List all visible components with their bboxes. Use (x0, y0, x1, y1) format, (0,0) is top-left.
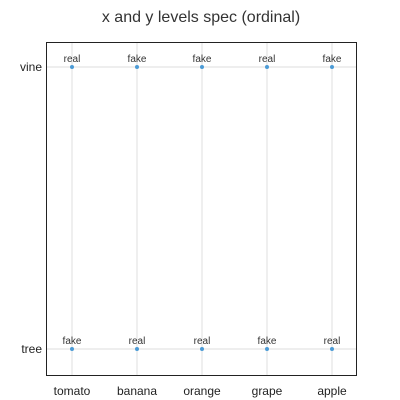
data-point (200, 65, 204, 69)
x-tick-label: banana (117, 384, 157, 398)
x-tick-label: tomato (54, 384, 91, 398)
data-point-label: real (324, 336, 341, 347)
chart-title: x and y levels spec (ordinal) (102, 9, 300, 26)
plot-frame (46, 42, 357, 376)
data-point-label: real (129, 336, 146, 347)
data-point (330, 65, 334, 69)
data-point-label: fake (323, 54, 342, 65)
data-point-label: fake (258, 336, 277, 347)
data-point (135, 65, 139, 69)
grid (46, 42, 357, 376)
data-point (200, 347, 204, 351)
x-tick-label: apple (317, 384, 347, 398)
y-axis: tree vine (20, 60, 42, 356)
data-point-label: real (64, 54, 81, 65)
y-tick-label: vine (20, 60, 42, 74)
data-point (330, 347, 334, 351)
data-point-label: fake (63, 336, 82, 347)
data-point-label: real (194, 336, 211, 347)
x-tick-label: orange (183, 384, 221, 398)
x-axis: tomato banana orange grape apple (54, 384, 347, 398)
data-point (265, 65, 269, 69)
data-point (265, 347, 269, 351)
data-point-label: real (259, 54, 276, 65)
y-tick-label: tree (21, 342, 42, 356)
data-point (135, 347, 139, 351)
data-point (70, 347, 74, 351)
data-point-label: fake (128, 54, 147, 65)
data-points: real fake fake real fake fake real real fake real (63, 54, 342, 351)
data-point (70, 65, 74, 69)
data-point-label: fake (193, 54, 212, 65)
x-tick-label: grape (252, 384, 283, 398)
